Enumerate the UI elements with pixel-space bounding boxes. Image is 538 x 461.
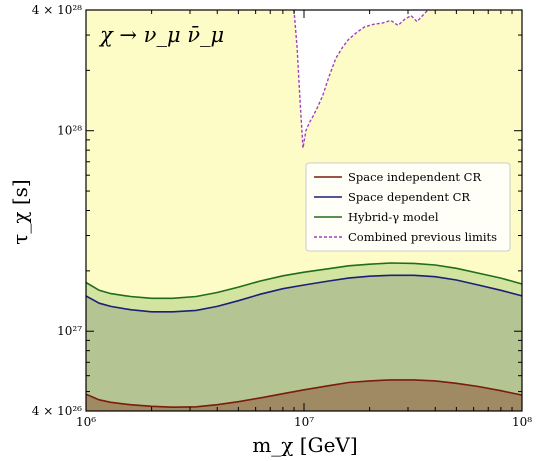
x-tick-label: 10⁷ — [294, 415, 314, 429]
decay-channel-annotation: χ → ν_μ ν̄_μ — [98, 23, 224, 47]
y-tick-label: 10²⁸ — [57, 124, 82, 138]
x-tick-label: 10⁸ — [512, 415, 532, 429]
legend-label: Space dependent CR — [348, 190, 470, 204]
y-tick-label: 4 × 10²⁸ — [32, 3, 82, 17]
legend-label: Space independent CR — [348, 170, 481, 184]
legend-label: Combined previous limits — [348, 230, 497, 244]
line-space-dependent-cr — [85, 274, 523, 313]
x-axis-label: m_χ [GeV] — [252, 433, 357, 457]
y-axis-label: τ_χ [s] — [8, 179, 32, 244]
legend-box — [305, 162, 511, 252]
tick-labels: 10⁶ 10⁷ 10⁸ 4 × 10²⁶ 10²⁷ 10²⁸ 4 × 10²⁸ — [32, 3, 532, 429]
legend-label: Hybrid-γ model — [348, 210, 439, 224]
line-combined-previous-limits — [293, 9, 429, 149]
band-space-dependent-cr — [86, 275, 522, 411]
y-tick-label: 4 × 10²⁶ — [32, 404, 82, 418]
y-tick-label: 10²⁷ — [57, 324, 82, 338]
x-tick-label: 10⁶ — [76, 415, 96, 429]
legend: Space independent CR Space dependent CR Hy… — [305, 162, 511, 252]
axis-ticks — [85, 9, 523, 412]
line-hybrid-model — [85, 262, 523, 300]
line-space-independent-cr — [85, 379, 523, 409]
previous-limits-fill — [294, 10, 428, 148]
band-space-independent-cr — [86, 379, 522, 411]
curve-layers — [85, 9, 523, 409]
